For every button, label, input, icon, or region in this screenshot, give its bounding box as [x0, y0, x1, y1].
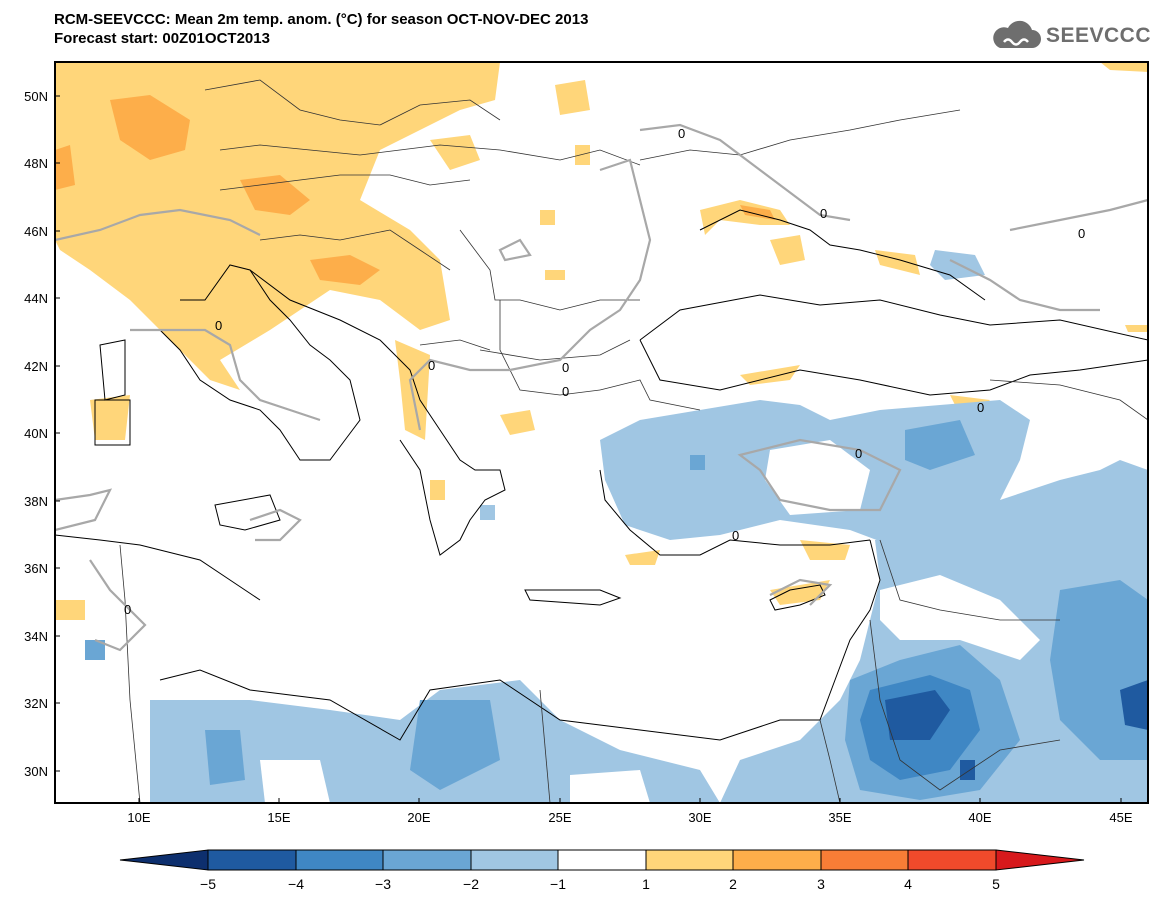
contour-label: 0 — [855, 446, 862, 461]
map-title: RCM-SEEVCCC: Mean 2m temp. anom. (°C) fo… — [54, 11, 589, 28]
lon-label: 20E — [407, 810, 430, 825]
lon-label: 45E — [1109, 810, 1132, 825]
colorbar-bin — [119, 849, 209, 871]
lat-label: 44N — [24, 291, 48, 306]
lon-label: 35E — [828, 810, 851, 825]
lat-label: 48N — [24, 156, 48, 171]
cloud-icon — [993, 20, 1041, 48]
lat-label: 50N — [24, 89, 48, 104]
lat-label: 36N — [24, 561, 48, 576]
colorbar-bin — [645, 849, 734, 871]
colorbar-label: −1 — [550, 876, 566, 892]
lon-label: 10E — [127, 810, 150, 825]
cold-anomaly-regions — [85, 250, 1148, 803]
lat-label: 38N — [24, 494, 48, 509]
colorbar-bin — [295, 849, 384, 871]
lat-label: 34N — [24, 629, 48, 644]
lon-label: 40E — [968, 810, 991, 825]
colorbar-bin — [382, 849, 472, 871]
zero-contours — [55, 123, 1148, 652]
lat-label: 40N — [24, 426, 48, 441]
colorbar-label: 1 — [642, 876, 650, 892]
colorbar-label: −4 — [288, 876, 304, 892]
colorbar — [119, 849, 1085, 871]
lon-label: 25E — [548, 810, 571, 825]
contour-label: 0 — [678, 126, 685, 141]
logo-text: SEEVCCC — [1045, 24, 1151, 47]
lat-label: 30N — [24, 764, 48, 779]
borders — [119, 79, 1148, 803]
colorbar-bin — [732, 849, 822, 871]
map-area: 0 0 0 0 0 0 0 0 0 0 0 — [55, 62, 1148, 803]
colorbar-bin — [907, 849, 997, 871]
colorbar-label: 5 — [992, 876, 1000, 892]
contour-label: 0 — [1078, 226, 1085, 241]
contour-label: 0 — [562, 360, 569, 375]
colorbar-bin — [820, 849, 909, 871]
coastlines — [55, 209, 1148, 741]
colorbar-bin — [207, 849, 297, 871]
contour-label: 0 — [732, 528, 739, 543]
colorbar-label: 4 — [904, 876, 912, 892]
colorbar-label: −5 — [200, 876, 216, 892]
contour-label: 0 — [977, 400, 984, 415]
contour-label: 0 — [428, 358, 435, 373]
lat-label: 46N — [24, 224, 48, 239]
colorbar-bin — [470, 849, 559, 871]
lon-label: 30E — [688, 810, 711, 825]
colorbar-label: 3 — [817, 876, 825, 892]
warm-anomaly-regions — [55, 62, 1148, 620]
contour-label: 0 — [820, 206, 827, 221]
lon-label: 15E — [267, 810, 290, 825]
colorbar-labels: −5 −4 −3 −2 −1 1 2 3 4 5 — [200, 876, 1000, 892]
contour-label: 0 — [562, 384, 569, 399]
colorbar-bin — [557, 849, 647, 871]
colorbar-label: −2 — [463, 876, 479, 892]
seevccc-logo: SEEVCCC — [988, 20, 1151, 52]
forecast-start: Forecast start: 00Z01OCT2013 — [54, 30, 270, 47]
contour-label: 0 — [215, 318, 222, 333]
contour-labels: 0 0 0 0 0 0 0 0 0 0 0 — [124, 126, 1085, 617]
colorbar-label: 2 — [729, 876, 737, 892]
contour-label: 0 — [124, 602, 131, 617]
colorbar-label: −3 — [375, 876, 391, 892]
title-block: RCM-SEEVCCC: Mean 2m temp. anom. (°C) fo… — [54, 10, 588, 48]
lat-label: 42N — [24, 359, 48, 374]
lat-label: 32N — [24, 696, 48, 711]
latitude-axis: 50N 48N 46N 44N 42N 40N 38N 36N 34N 32N … — [24, 89, 60, 779]
colorbar-bin — [995, 849, 1085, 871]
longitude-axis: 10E 15E 20E 25E 30E 35E 40E 45E — [127, 798, 1133, 825]
